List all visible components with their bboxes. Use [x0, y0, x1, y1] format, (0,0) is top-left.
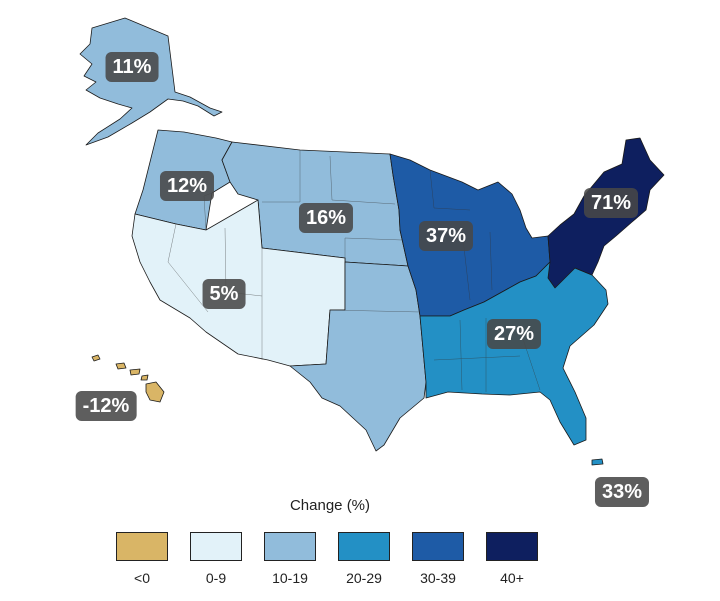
- legend-label: 10-19: [272, 570, 308, 586]
- legend-item: <0: [116, 532, 168, 586]
- region-hawaii: [91, 354, 165, 403]
- legend-swatch: [116, 532, 168, 561]
- region-southeast: [419, 261, 609, 446]
- label-northern-plains: 16%: [298, 203, 354, 233]
- legend-swatch: [190, 532, 242, 561]
- legend-swatch: [412, 532, 464, 561]
- legend-item: 30-39: [412, 532, 464, 586]
- legend-item: 10-19: [264, 532, 316, 586]
- legend: <0 0-9 10-19 20-29 30-39 40+: [116, 532, 538, 586]
- legend-swatch: [338, 532, 390, 561]
- legend-item: 0-9: [190, 532, 242, 586]
- label-southeast: 27%: [486, 319, 542, 349]
- legend-swatch: [264, 532, 316, 561]
- label-puerto-rico: 33%: [594, 477, 650, 507]
- legend-label: <0: [134, 570, 150, 586]
- label-southwest: 5%: [202, 279, 246, 309]
- label-midwest: 37%: [418, 221, 474, 251]
- legend-title: Change (%): [289, 497, 371, 514]
- label-hawaii: -12%: [75, 391, 137, 421]
- legend-label: 20-29: [346, 570, 382, 586]
- label-alaska: 11%: [105, 52, 159, 82]
- label-northeast: 71%: [583, 188, 639, 218]
- region-puerto-rico: [591, 458, 604, 466]
- legend-label: 40+: [500, 570, 524, 586]
- legend-label: 0-9: [205, 570, 227, 586]
- legend-label: 30-39: [420, 570, 456, 586]
- legend-item: 20-29: [338, 532, 390, 586]
- legend-swatch: [486, 532, 538, 561]
- label-northwest: 12%: [159, 171, 215, 201]
- legend-item: 40+: [486, 532, 538, 586]
